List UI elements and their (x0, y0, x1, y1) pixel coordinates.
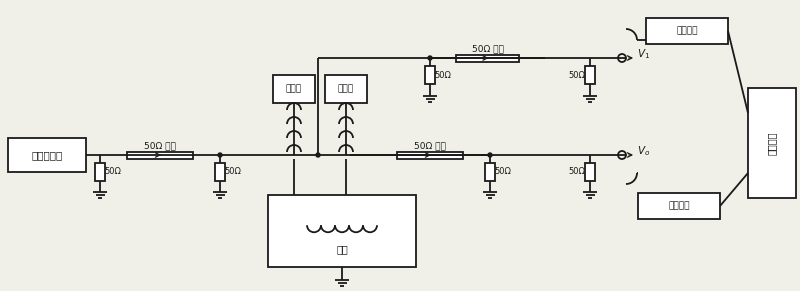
Bar (215, 163, 225, 181)
Circle shape (488, 153, 492, 157)
Text: 电压探头: 电压探头 (668, 201, 690, 210)
Text: 50Ω 电缆: 50Ω 电缆 (414, 141, 446, 150)
Bar (268, 195, 416, 267)
Bar (646, 18, 728, 44)
Bar (585, 163, 595, 181)
Bar (397, 152, 463, 159)
Text: 50Ω: 50Ω (569, 168, 586, 177)
Text: 50Ω: 50Ω (225, 168, 242, 177)
Text: 电压鈗: 电压鈗 (338, 84, 354, 93)
Text: 电压探头: 电压探头 (676, 26, 698, 36)
Bar (95, 163, 105, 181)
Circle shape (218, 153, 222, 157)
Bar (638, 193, 720, 219)
Text: 50Ω: 50Ω (569, 70, 586, 79)
Text: $V_1$: $V_1$ (638, 47, 650, 61)
Text: 50Ω: 50Ω (105, 168, 122, 177)
Circle shape (428, 56, 432, 60)
Text: 绕组: 绕组 (336, 244, 348, 254)
Text: 50Ω: 50Ω (494, 168, 511, 177)
Text: 分析终端: 分析终端 (767, 131, 777, 155)
Bar (127, 152, 193, 159)
Bar (325, 75, 367, 103)
Bar (585, 66, 595, 84)
Text: 50Ω: 50Ω (434, 70, 451, 79)
Text: $V_o$: $V_o$ (638, 144, 650, 158)
Bar (748, 88, 796, 198)
Text: 脉冲发生器: 脉冲发生器 (31, 150, 62, 160)
Text: 电压鈗: 电压鈗 (286, 84, 302, 93)
Bar (425, 66, 435, 84)
Circle shape (316, 153, 320, 157)
Bar (485, 163, 495, 181)
Bar (273, 75, 315, 103)
Text: 50Ω 电缆: 50Ω 电缆 (144, 141, 176, 150)
Bar (456, 54, 519, 61)
Bar (8, 138, 86, 172)
Text: 50Ω 电缆: 50Ω 电缆 (471, 45, 503, 54)
